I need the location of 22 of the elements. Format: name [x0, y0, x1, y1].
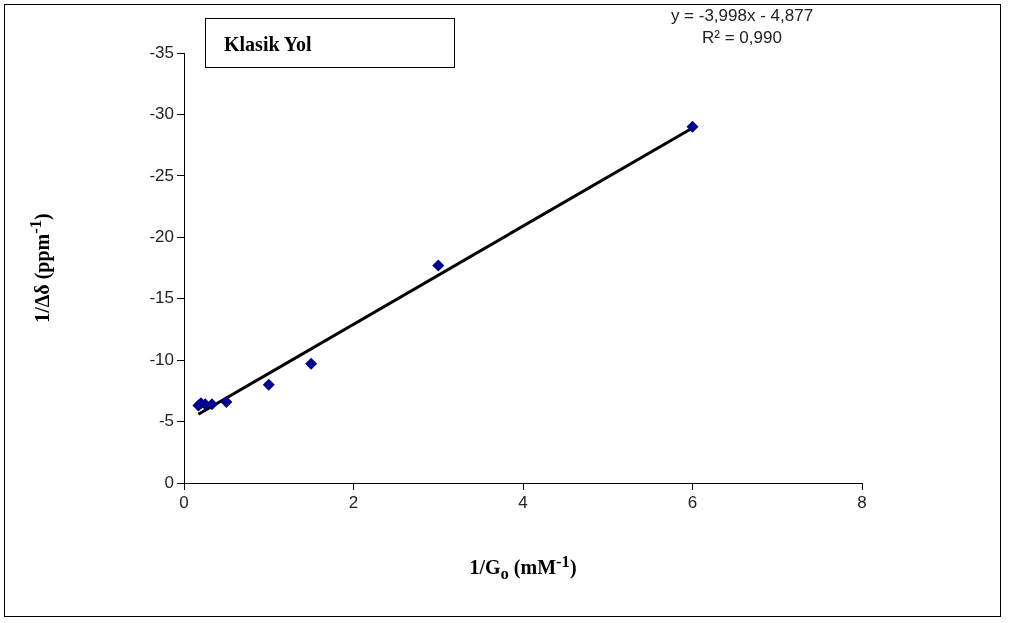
- text-frame: Klasik Yol: [205, 18, 455, 68]
- point: [220, 395, 233, 408]
- y-tick-label: -35: [149, 42, 174, 62]
- point: [432, 259, 445, 272]
- x-tick-label: 6: [687, 492, 698, 512]
- point: [686, 120, 699, 133]
- point: [262, 378, 275, 391]
- x-tick-label: 2: [348, 492, 359, 512]
- text: R² = 0,990: [701, 28, 783, 48]
- x-tick-label: 4: [518, 492, 528, 512]
- text: y = -3,998x - 4,877: [669, 6, 815, 26]
- y-tick-label: -10: [149, 349, 174, 369]
- y-tick-label: -25: [149, 165, 174, 185]
- y-tick-label: -15: [149, 288, 174, 308]
- y-tick-label: 0: [164, 472, 174, 492]
- point: [305, 357, 318, 370]
- y-tick-label: -20: [149, 226, 174, 246]
- x-tick-label: 0: [179, 492, 189, 512]
- y-tick-label: -30: [149, 104, 174, 124]
- y-tick-label: -5: [158, 411, 174, 431]
- x-axis-title: 1/G$_{o}$ (mM$^{-1}$): [469, 551, 577, 585]
- x-tick-label: 8: [857, 492, 867, 512]
